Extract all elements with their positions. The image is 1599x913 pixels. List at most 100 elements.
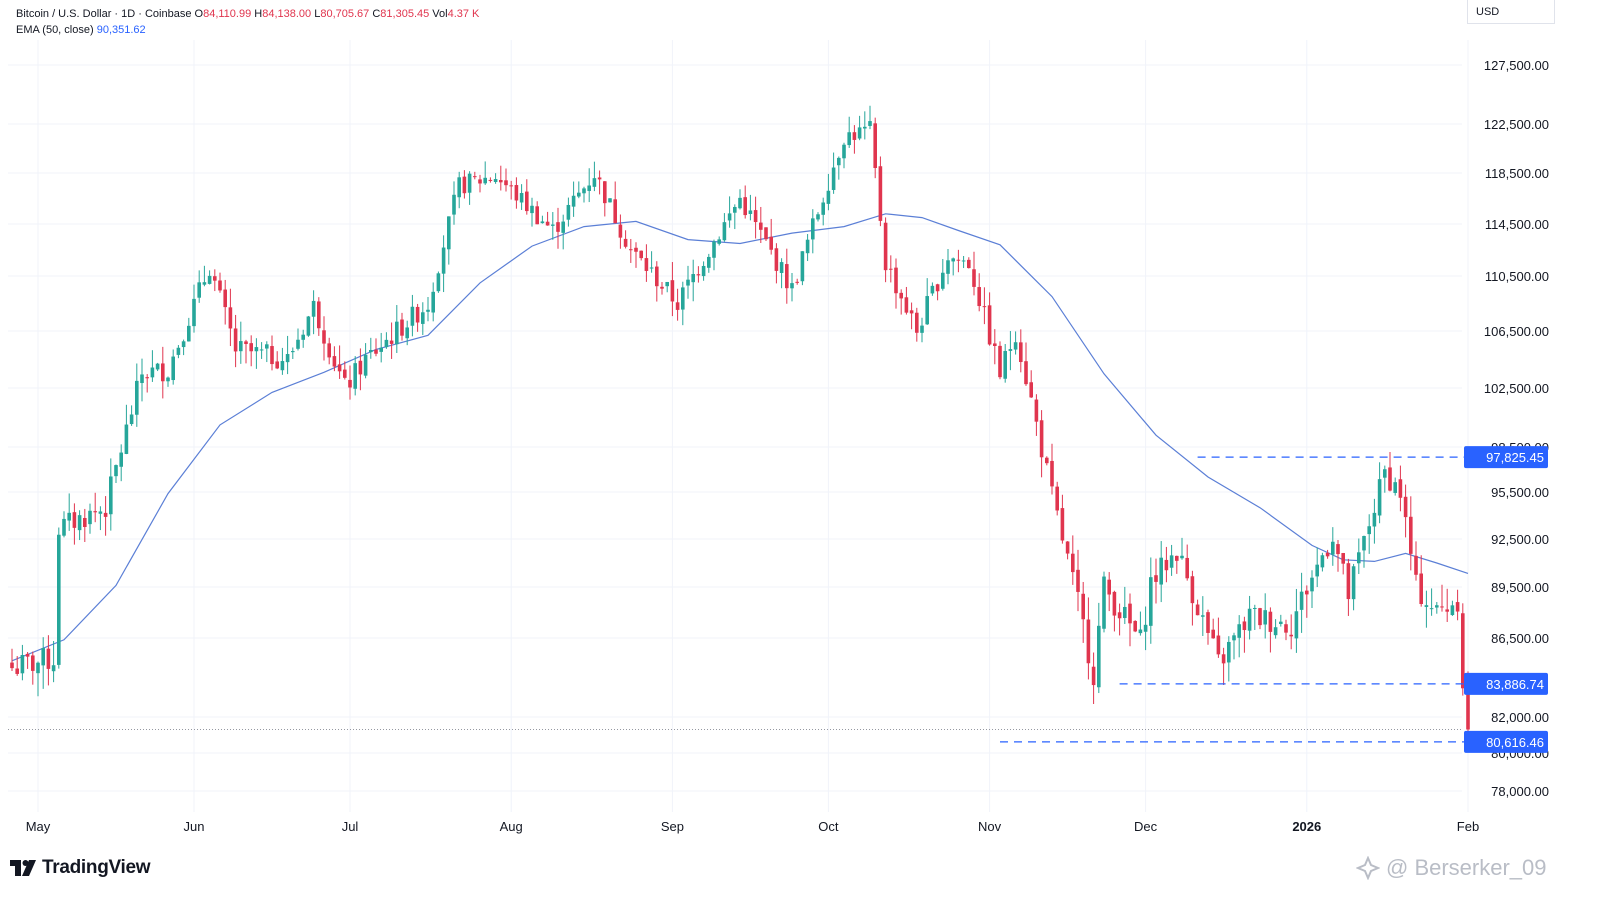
candle-body [431, 291, 435, 313]
candle-body [25, 653, 30, 657]
candle-body [1455, 602, 1460, 612]
y-axis-tick-label: 122,500.00 [1484, 117, 1549, 132]
candle-body [1216, 635, 1221, 655]
candle-body [1357, 552, 1361, 564]
candle-body [1341, 553, 1345, 564]
ema-indicator-label[interactable]: EMA (50, close) [16, 24, 94, 36]
candle-body [597, 177, 602, 180]
candle-body [478, 179, 482, 184]
candle-body [51, 665, 56, 672]
candle-body [1045, 457, 1049, 464]
price-marker-box [1464, 730, 1548, 753]
candle-body [1279, 621, 1283, 625]
candle-body [129, 414, 134, 425]
candle-body [1284, 624, 1288, 633]
candle-body [254, 347, 259, 352]
candle-body [967, 259, 971, 269]
chart-legend: Bitcoin / U.S. Dollar · 1D · Coinbase O8… [16, 6, 479, 38]
candle-body [779, 262, 784, 273]
candle-body [1039, 420, 1044, 458]
candle-body [1117, 612, 1122, 619]
candle-body [639, 250, 643, 259]
candle-body [114, 465, 118, 477]
candle-body [660, 286, 664, 289]
candle-body [603, 181, 607, 204]
candle-body [1029, 382, 1033, 398]
candle-body [868, 121, 872, 126]
candle-body [873, 123, 877, 169]
candle-body [878, 166, 883, 221]
candle-body [743, 197, 747, 216]
candle-body [717, 239, 721, 244]
candle-body [436, 273, 441, 292]
candle-body [535, 206, 539, 225]
candle-body [1336, 544, 1340, 555]
candle-body [426, 309, 430, 312]
x-axis-tick-label: Sep [661, 819, 684, 834]
y-axis-tick-label: 78,000.00 [1491, 784, 1549, 799]
candle-body [467, 173, 472, 193]
candle-body [150, 367, 155, 378]
candle-body [1325, 552, 1330, 557]
tradingview-logo-text: TradingView [42, 857, 151, 878]
candle-body [301, 334, 305, 340]
candle-body [852, 132, 857, 140]
candle-body [998, 345, 1002, 378]
candle-body [192, 298, 196, 327]
candle-body [753, 210, 758, 223]
candle-body [488, 179, 493, 181]
candle-body [400, 319, 404, 336]
candle-body [577, 192, 581, 197]
candle-body [353, 363, 357, 389]
candle-body [1190, 576, 1195, 604]
candle-body [228, 307, 233, 329]
x-axis-tick-label: Aug [500, 819, 523, 834]
y-axis-tick-label: 114,500.00 [1485, 217, 1549, 232]
y-axis-tick-label: 118,500.00 [1485, 166, 1549, 181]
candle-body [1201, 615, 1205, 617]
candle-body [405, 327, 409, 339]
candle-body [1055, 486, 1059, 511]
candle-body [181, 341, 186, 348]
candle-body [270, 346, 274, 365]
candle-body [644, 258, 649, 271]
candle-body [1065, 541, 1070, 554]
candle-body [135, 380, 139, 415]
candle-body [473, 176, 477, 178]
open-value: 84,110.99 [203, 8, 252, 20]
candle-body [1019, 342, 1023, 363]
y-axis-tick-label: 92,500.00 [1491, 532, 1549, 547]
candle-body [1445, 609, 1449, 612]
candle-body [311, 300, 316, 317]
low-label: L [314, 8, 321, 20]
candle-body [1331, 541, 1335, 555]
candle-body [675, 302, 680, 310]
x-axis-tick-label: Oct [818, 819, 839, 834]
candle-body [15, 668, 19, 674]
candle-body [1227, 641, 1231, 663]
candle-body [863, 126, 867, 129]
candle-body [1450, 605, 1455, 616]
candle-body [275, 361, 279, 369]
candle-body [1424, 605, 1429, 607]
candle-body [665, 281, 669, 287]
candle-body [306, 316, 311, 336]
candle-body [1388, 467, 1392, 491]
candle-body [1211, 629, 1215, 639]
candle-body [1351, 566, 1356, 600]
candle-body [1034, 399, 1039, 422]
tradingview-logo[interactable]: TradingView [10, 856, 151, 880]
candle-body [57, 534, 61, 665]
candle-body [317, 301, 321, 329]
candle-body [1143, 624, 1148, 632]
symbol-title[interactable]: Bitcoin / U.S. Dollar · 1D · Coinbase [16, 8, 192, 20]
candle-body [951, 258, 955, 262]
candle-body [1247, 608, 1252, 631]
currency-selector[interactable]: USD [1467, 0, 1555, 24]
candle-body [83, 517, 87, 527]
candle-body [769, 236, 773, 250]
candle-body [452, 194, 456, 215]
y-axis-tick-label: 82,000.00 [1491, 710, 1549, 725]
candle-body [1419, 573, 1423, 604]
